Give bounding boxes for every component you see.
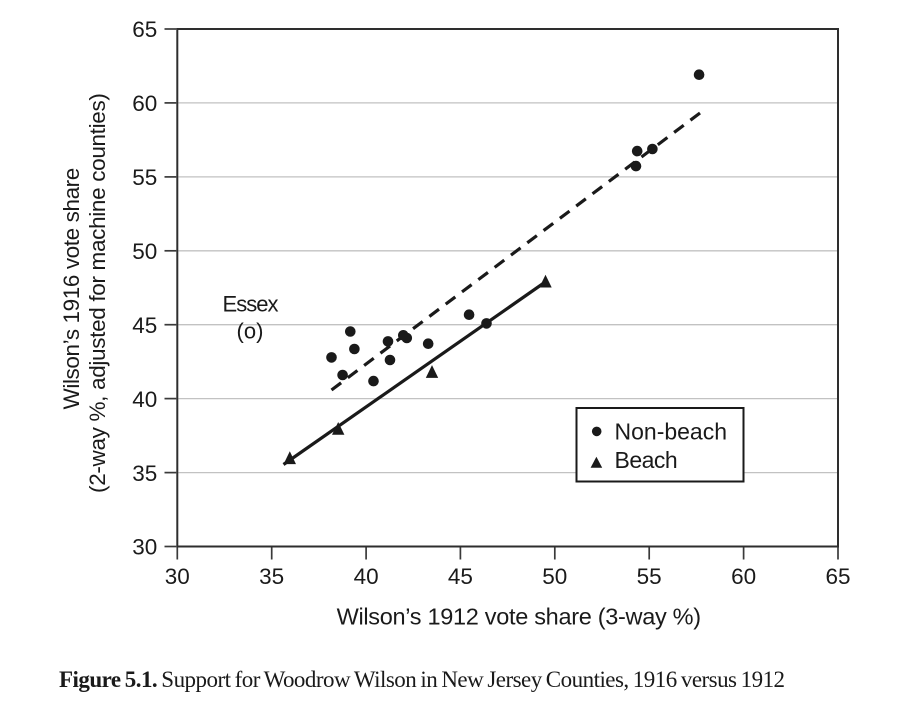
svg-text:(o): (o)	[237, 319, 264, 344]
svg-text:60: 60	[132, 91, 157, 116]
svg-text:45: 45	[132, 313, 157, 338]
svg-text:40: 40	[132, 387, 157, 412]
svg-text:50: 50	[542, 564, 567, 589]
svg-text:65: 65	[825, 564, 850, 589]
svg-text:35: 35	[132, 461, 157, 486]
svg-text:55: 55	[132, 165, 157, 190]
svg-text:30: 30	[132, 535, 157, 560]
svg-text:Essex: Essex	[223, 292, 279, 317]
svg-text:(2-way %, adjusted for machine: (2-way %, adjusted for machine counties)	[85, 93, 110, 493]
svg-text:60: 60	[731, 564, 756, 589]
svg-text:45: 45	[448, 564, 473, 589]
svg-text:50: 50	[132, 239, 157, 264]
svg-text:Beach: Beach	[615, 447, 678, 473]
svg-text:35: 35	[259, 564, 284, 589]
svg-text:40: 40	[354, 564, 379, 589]
svg-text:65: 65	[132, 17, 157, 42]
svg-text:Non-beach: Non-beach	[615, 418, 728, 444]
svg-text:30: 30	[165, 564, 190, 589]
svg-text:Wilson’s 1912 vote share (3-wa: Wilson’s 1912 vote share (3-way %)	[337, 604, 701, 630]
svg-text:55: 55	[637, 564, 662, 589]
svg-text:Figure 5.1. Support for Woodro: Figure 5.1. Support for Woodrow Wilson i…	[59, 667, 785, 692]
svg-text:Wilson’s 1916 vote share: Wilson’s 1916 vote share	[59, 168, 84, 409]
